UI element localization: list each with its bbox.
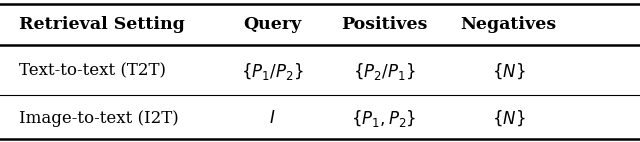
Text: Negatives: Negatives: [461, 16, 557, 33]
Text: Text-to-text (T2T): Text-to-text (T2T): [19, 62, 166, 80]
Text: $\{P_2/P_1\}$: $\{P_2/P_1\}$: [353, 60, 415, 82]
Text: Retrieval Setting: Retrieval Setting: [19, 16, 185, 33]
Text: $I$: $I$: [269, 110, 275, 127]
Text: $\{P_1/P_2\}$: $\{P_1/P_2\}$: [241, 60, 303, 82]
Text: $\{N\}$: $\{N\}$: [492, 61, 525, 81]
Text: $\{N\}$: $\{N\}$: [492, 109, 525, 128]
Text: Image-to-text (I2T): Image-to-text (I2T): [19, 110, 179, 127]
Text: Positives: Positives: [341, 16, 427, 33]
Text: $\{P_1, P_2\}$: $\{P_1, P_2\}$: [351, 108, 417, 129]
Text: Query: Query: [243, 16, 301, 33]
